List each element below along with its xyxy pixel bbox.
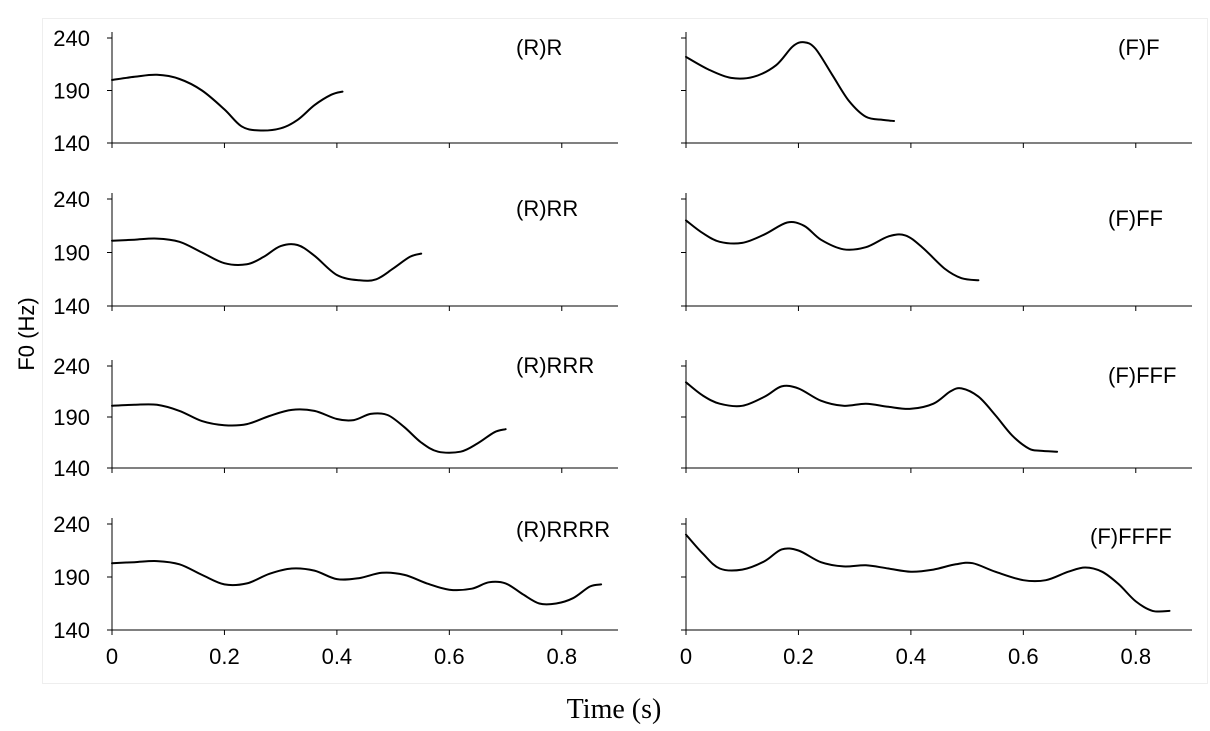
y-tick-label: 140	[53, 456, 90, 481]
y-tick-label: 240	[53, 26, 90, 51]
y-tick-label: 190	[53, 79, 90, 104]
f0-curve	[685, 533, 1171, 613]
x-tick-label: 0.8	[1120, 644, 1151, 669]
x-tick-label: 0.6	[434, 644, 465, 669]
f0-curve	[111, 237, 423, 282]
x-axis-label: Time (s)	[567, 694, 662, 725]
y-tick-label: 190	[53, 565, 90, 590]
y-tick-label: 240	[53, 187, 90, 212]
f0-curve	[685, 41, 895, 122]
panel: 240 190 140 0 0.2 0.4 0.6 0.8 (R)RRRR	[53, 512, 618, 669]
f0-curve	[685, 219, 980, 282]
y-tick-label: 240	[53, 354, 90, 379]
panel: 240 190 140 (R)RRR	[53, 353, 618, 481]
x-tick-label: 0.8	[546, 644, 577, 669]
y-tick-label: 140	[53, 294, 90, 319]
panel-title: (F)FF	[1108, 206, 1163, 231]
f0-curve	[111, 560, 603, 606]
panel-title: (F)F	[1118, 35, 1160, 60]
y-tick-label: 140	[53, 618, 90, 643]
f0-curve	[111, 73, 344, 132]
y-tick-label: 190	[53, 405, 90, 430]
panels: 240 190 140 (R)R (F)F 240 190 140 (R)RR (F)FF 240 1…	[53, 26, 1192, 669]
panel: 240 190 140 (R)R	[53, 26, 618, 156]
panel-title: (R)RR	[516, 196, 578, 221]
f0-curve	[111, 403, 507, 454]
y-tick-label: 140	[53, 131, 90, 156]
f0-curve	[685, 381, 1059, 453]
panel-title: (F)FFF	[1108, 363, 1176, 388]
x-tick-label: 0.2	[209, 644, 240, 669]
panel: 0 0.2 0.4 0.6 0.8 (F)FFFF	[680, 518, 1192, 669]
y-axis-label: F0 (Hz)	[14, 297, 39, 370]
x-tick-label: 0.4	[322, 644, 353, 669]
x-tick-label: 0	[680, 644, 692, 669]
x-tick-label: 0	[106, 644, 118, 669]
panel: (F)FF	[681, 193, 1192, 311]
panel-title: (R)R	[516, 35, 562, 60]
y-tick-label: 240	[53, 512, 90, 537]
panel: 240 190 140 (R)RR	[53, 187, 618, 319]
panel: (F)FFF	[681, 360, 1192, 473]
x-tick-label: 0.2	[783, 644, 814, 669]
panel: (F)F	[681, 32, 1192, 148]
panel-title: (R)RRR	[516, 353, 594, 378]
x-tick-label: 0.6	[1008, 644, 1039, 669]
panel-title: (R)RRRR	[516, 517, 610, 542]
panel-title: (F)FFFF	[1090, 524, 1172, 549]
y-tick-label: 190	[53, 241, 90, 266]
x-tick-label: 0.4	[896, 644, 927, 669]
